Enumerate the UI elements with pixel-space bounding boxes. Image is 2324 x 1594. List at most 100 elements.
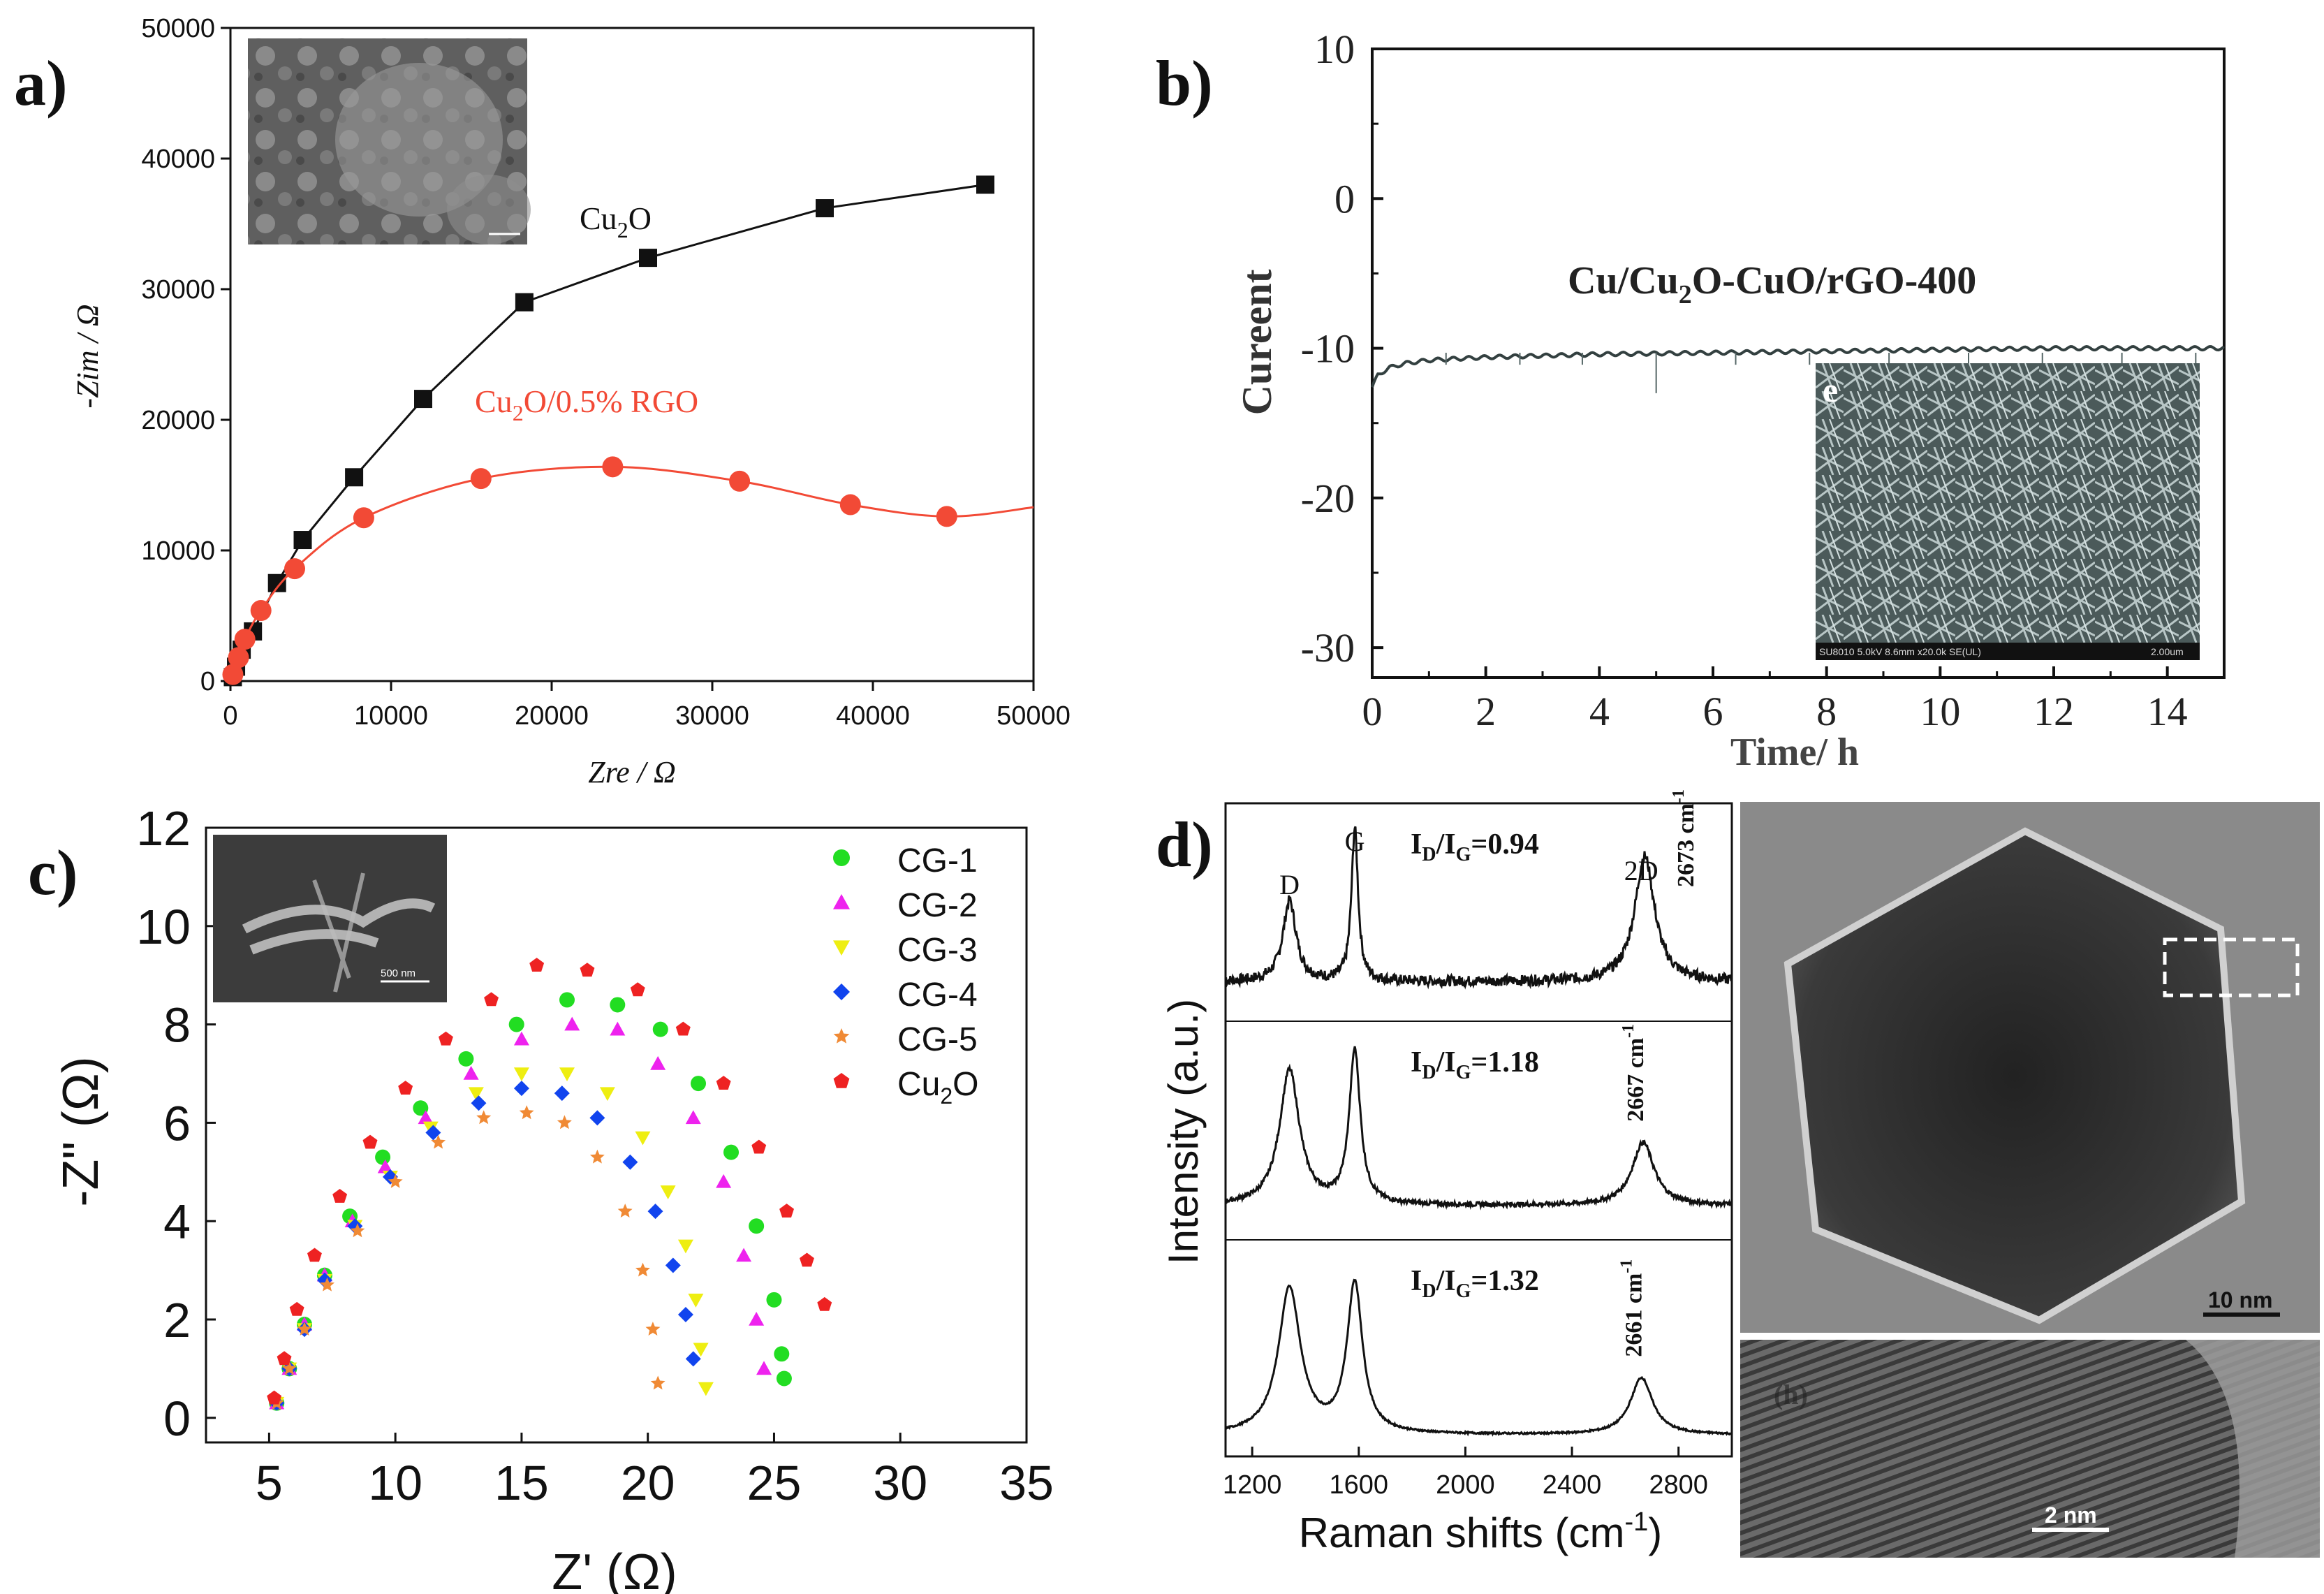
- d-annotations: ID/IG=0.94 2673 cm-1 ID/IG=1.18 2667 cm-1 ID…: [1279, 789, 1699, 1357]
- a-y-tick-label: 40000: [141, 145, 215, 174]
- a-y-tick-label: 10000: [141, 536, 215, 566]
- b-sem-image: [1816, 363, 2200, 660]
- b-x-axis-label: Time/ h: [1730, 731, 1859, 774]
- c-series-4-point: [476, 1110, 492, 1125]
- panel-b-label: b): [1156, 47, 1213, 119]
- c-series-3-point: [622, 1154, 638, 1170]
- a-x-tick-label: 20000: [515, 701, 589, 731]
- a-series-1-point: [284, 558, 305, 580]
- d-x-tick-label: 1600: [1330, 1470, 1389, 1500]
- c-y-tick-label: 2: [163, 1293, 191, 1347]
- a-series-0-point: [414, 390, 432, 409]
- d-2d-peak-label-2: 2661 cm-1: [1618, 1259, 1647, 1357]
- c-y-axis-label: -Z" (Ω): [53, 1056, 109, 1206]
- c-series-0-point: [375, 1149, 391, 1165]
- b-x-tick-label: 0: [1362, 689, 1383, 734]
- c-legend-marker-2: [833, 940, 850, 956]
- c-series-2-point: [513, 1067, 529, 1081]
- c-series-2-point: [698, 1382, 714, 1396]
- a-series-1-point: [602, 456, 624, 478]
- c-series-1-point: [736, 1248, 752, 1262]
- d-ratio-label-1: ID/IG=1.18: [1411, 1046, 1539, 1083]
- c-series-0-point: [458, 1051, 474, 1067]
- c-series-4-point: [281, 1361, 297, 1375]
- b-series-line: [1371, 344, 2225, 388]
- c-legend-marker-0: [833, 849, 850, 866]
- c-legend-marker-5: [833, 1073, 850, 1088]
- c-series-3-point: [665, 1257, 681, 1273]
- a-series-0-point: [345, 468, 364, 487]
- d-spectrum-1: [1225, 1046, 1733, 1211]
- c-series-4-point: [617, 1204, 633, 1218]
- c-legend-marker-3: [833, 984, 850, 1000]
- d-hrtem-scale-text: 2 nm: [2045, 1502, 2097, 1528]
- a-series-1-point: [353, 507, 374, 529]
- c-series-5-point: [307, 1248, 322, 1262]
- c-sem-flower: [242, 898, 436, 955]
- c-legend-label-3: CG-4: [897, 977, 978, 1014]
- a-y-tick-label: 20000: [141, 406, 215, 435]
- d-x-tick-label: 2800: [1649, 1470, 1708, 1500]
- c-legend-label-2: CG-3: [897, 932, 978, 969]
- a-series-0-point: [515, 293, 534, 312]
- c-series-0-point: [610, 997, 626, 1013]
- d-tem-scale-text: 10 nm: [2208, 1287, 2272, 1313]
- c-series-2-point: [599, 1087, 615, 1102]
- a-y-axis-label: -Zim / Ω: [71, 304, 105, 408]
- d-x-tick-label: 1200: [1223, 1470, 1282, 1500]
- a-series-0-point: [976, 175, 994, 194]
- b-sem-info-text: SU8010 5.0kV 8.6mm x20.0k SE(UL): [1819, 646, 1981, 657]
- a-x-tick-label: 0: [223, 701, 237, 731]
- b-y-tick-label: -30: [1301, 625, 1355, 671]
- c-x-tick-label: 20: [621, 1456, 675, 1510]
- a-x-tick-label: 30000: [675, 701, 749, 731]
- b-y-tick-label: -10: [1301, 326, 1355, 372]
- d-hrtem-label: (h): [1774, 1379, 1808, 1410]
- c-series-1-point: [650, 1055, 666, 1070]
- c-x-tick-label: 10: [368, 1456, 422, 1510]
- a-series-0-point: [639, 249, 657, 268]
- c-series-5-point: [362, 1134, 378, 1149]
- plot-c-frame: [205, 826, 1028, 1444]
- c-series-2-point: [677, 1239, 693, 1254]
- c-series-5-point: [675, 1021, 691, 1036]
- panel-d: d) 1200 1600 2000 2400 2800 Raman shifts (cm…: [1156, 789, 2320, 1558]
- b-x-tick-label: 12: [2034, 689, 2074, 734]
- b-x-tick-label: 2: [1476, 689, 1496, 734]
- a-series-1-point: [234, 629, 256, 650]
- c-series-4-point: [320, 1277, 334, 1292]
- c-series-2-point: [660, 1185, 676, 1199]
- a-sem-particle: [335, 63, 503, 217]
- d-2d-peak-label-1: 2667 cm-1: [1619, 1024, 1649, 1122]
- c-legend-label-0: CG-1: [897, 842, 978, 879]
- a-x-tick-label: 50000: [996, 701, 1071, 731]
- d-spectrum-0: [1224, 826, 1733, 990]
- a-y-tick-label: 0: [200, 667, 215, 696]
- b-axis-ticks: 0 2 4 6 8 10 12 14 -30 -20 -10 0 10: [1301, 27, 2188, 734]
- plot-d-frame: [1224, 802, 1733, 1458]
- c-y-tick-label: 12: [136, 801, 191, 856]
- c-series-5-point: [630, 982, 645, 997]
- d-peak-label-G: G: [1345, 826, 1365, 857]
- c-series-2-point: [468, 1087, 484, 1102]
- c-series-5-point: [800, 1252, 814, 1267]
- c-series-5-point: [332, 1189, 348, 1203]
- c-series-4-point: [589, 1149, 605, 1164]
- c-legend-label-1: CG-2: [897, 887, 978, 924]
- a-series-0-point: [816, 199, 834, 218]
- a-series-1-point: [729, 470, 751, 492]
- b-series: [1371, 344, 2225, 393]
- c-x-tick-label: 5: [256, 1456, 283, 1510]
- b-x-tick-label: 14: [2147, 689, 2188, 734]
- c-series-4-point: [557, 1115, 572, 1129]
- d-series: [1224, 826, 1733, 1437]
- a-x-tick-label: 40000: [836, 701, 910, 731]
- d-hrtem-edge: [2186, 1340, 2320, 1558]
- c-series-0-point: [508, 1016, 524, 1032]
- c-series-5-point: [398, 1081, 413, 1095]
- c-series-5-point: [289, 1301, 304, 1316]
- a-y-tick-label: 30000: [141, 275, 215, 305]
- b-series-label: Cu/Cu2O-CuO/rGO-400: [1568, 259, 1976, 309]
- c-series-0-point: [766, 1292, 782, 1308]
